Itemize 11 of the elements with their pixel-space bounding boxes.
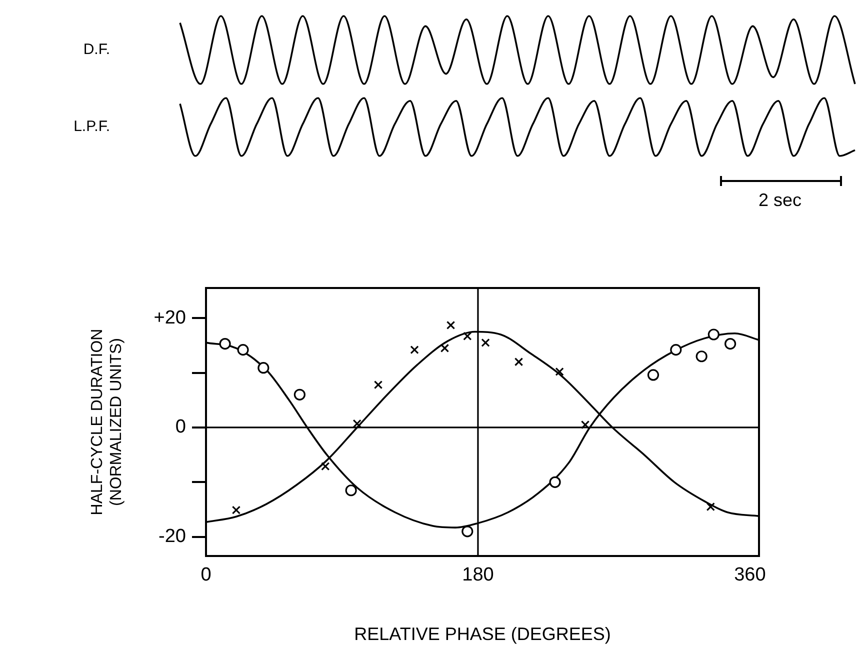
y-tick-label: -20 [158, 526, 186, 548]
text: 2 sec [758, 190, 802, 210]
x-axis-title: RELATIVE PHASE (DEGREES) [354, 624, 611, 644]
y-axis-title: HALF-CYCLE DURATION (NORMALIZED UNITS) [89, 328, 126, 516]
x-tick-label: 360 [734, 564, 766, 586]
y-tick-label: +20 [154, 307, 186, 328]
text: D.F. [83, 41, 110, 58]
x-tick-label: 0 [200, 564, 212, 586]
text: L.P.F. [74, 118, 110, 136]
x-tick-label: 180 [462, 564, 494, 586]
y-tick-label: 0 [175, 416, 186, 438]
